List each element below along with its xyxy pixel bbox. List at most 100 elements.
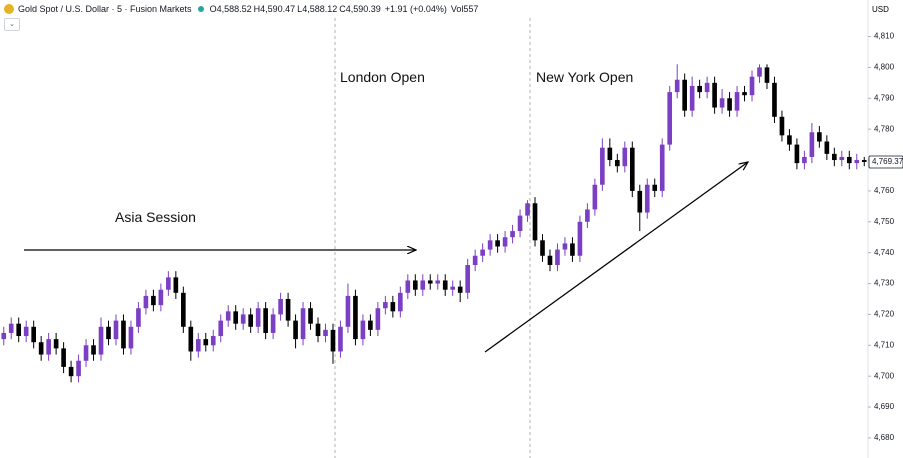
candle-body [240, 314, 246, 324]
y-tick-label: 4,720 [874, 310, 895, 319]
y-tick-label: 4,740 [874, 248, 895, 257]
candle-body [323, 329, 328, 337]
candle-body [308, 308, 313, 324]
candle-body [143, 295, 149, 309]
candle-body [734, 92, 740, 111]
candle-body [405, 280, 411, 293]
y-tick-label: 4,800 [874, 63, 895, 72]
symbol-icon [4, 4, 14, 14]
candle-body [233, 311, 239, 324]
candle-body [607, 147, 613, 161]
symbol-name[interactable]: Gold Spot / U.S. Dollar · 5 · Fusion Mar… [18, 4, 192, 14]
candle-body [540, 240, 545, 256]
y-tick-label: 4,790 [874, 93, 895, 102]
candle-body [158, 289, 164, 306]
candle-body [375, 308, 381, 330]
candle-body [293, 320, 298, 340]
candle-body [98, 326, 104, 355]
candle-body [457, 286, 463, 293]
candle-body [846, 156, 852, 164]
candle-body [674, 79, 680, 93]
candle-body [817, 132, 822, 142]
candle-body [809, 132, 815, 157]
candle-body [151, 295, 156, 306]
y-tick-label: 4,810 [874, 32, 895, 41]
candle-body [652, 184, 658, 191]
y-tick-label: 4,700 [874, 371, 895, 380]
candle-body [136, 308, 141, 327]
ohlc-key: O [209, 4, 217, 14]
candle-body [38, 342, 44, 355]
y-tick-label: 4,680 [874, 433, 895, 442]
candle-body [495, 240, 500, 247]
ohlc-values: O4,588.52 H4,590.47 L4,588.12 C4,590.39 [208, 4, 381, 14]
candle-body [592, 184, 598, 210]
candle-body [577, 221, 583, 256]
candle-body [839, 156, 845, 161]
candle-body [83, 345, 89, 361]
candle-body [338, 326, 343, 352]
candle-body [570, 243, 575, 256]
candle-body [562, 243, 568, 250]
candle-body [697, 85, 702, 93]
candle-body [555, 249, 560, 266]
ohlc-value: 4,590.39 [345, 4, 381, 14]
ohlc-value: 4,588.12 [302, 4, 338, 14]
ohlc-key: L [297, 4, 303, 14]
candle-body [802, 156, 807, 164]
candle-body [16, 323, 22, 337]
candle-body [106, 326, 111, 340]
candle-body [510, 231, 515, 238]
candle-body [248, 314, 253, 327]
candle-body [824, 141, 830, 154]
candle-body [637, 190, 643, 213]
candle-body [345, 295, 351, 327]
candle-body [412, 280, 418, 290]
candle-body [772, 82, 777, 117]
candle-body [270, 314, 276, 333]
candle-body [188, 326, 194, 352]
candle-body [854, 160, 860, 164]
candle-body [487, 240, 493, 250]
candle-body [480, 249, 485, 256]
candle-body [53, 339, 59, 349]
candle-body [166, 277, 171, 290]
candle-body [502, 237, 508, 247]
candle-body [719, 98, 725, 108]
candle-body [225, 311, 231, 321]
annotation: New York Open [536, 69, 633, 85]
candle-body [742, 92, 747, 96]
last-price-tag [868, 155, 903, 169]
candle-body [390, 302, 396, 312]
arrow [484, 162, 748, 353]
candle-body [615, 160, 620, 167]
change: +1.91 (+0.04%) [384, 4, 447, 14]
candle-body [442, 280, 448, 290]
ohlc-value: 4,590.47 [260, 4, 296, 14]
candle-body [450, 286, 456, 290]
last-price-label: 4,769.37 [872, 157, 903, 166]
candle-body [547, 255, 553, 266]
annotation: Asia Session [115, 209, 196, 225]
candle-body [622, 147, 628, 167]
candle-body [68, 366, 74, 377]
candle-body [368, 320, 373, 330]
candle-body [465, 265, 470, 293]
candle-body [794, 144, 800, 164]
candle-body [682, 79, 687, 111]
candle-body [787, 135, 792, 145]
candle-body [712, 82, 717, 108]
y-tick-label: 4,760 [874, 186, 895, 195]
candle-body [689, 85, 695, 111]
candle-body [31, 326, 36, 343]
candle-body [704, 82, 710, 93]
collapse-toggle[interactable]: ⌄ [4, 18, 20, 31]
currency[interactable]: USD [872, 5, 889, 14]
candle-body [91, 345, 96, 355]
candle-body [727, 98, 732, 111]
y-tick-label: 4,730 [874, 279, 895, 288]
candle-body [46, 339, 51, 355]
y-tick-label: 4,690 [874, 402, 895, 411]
